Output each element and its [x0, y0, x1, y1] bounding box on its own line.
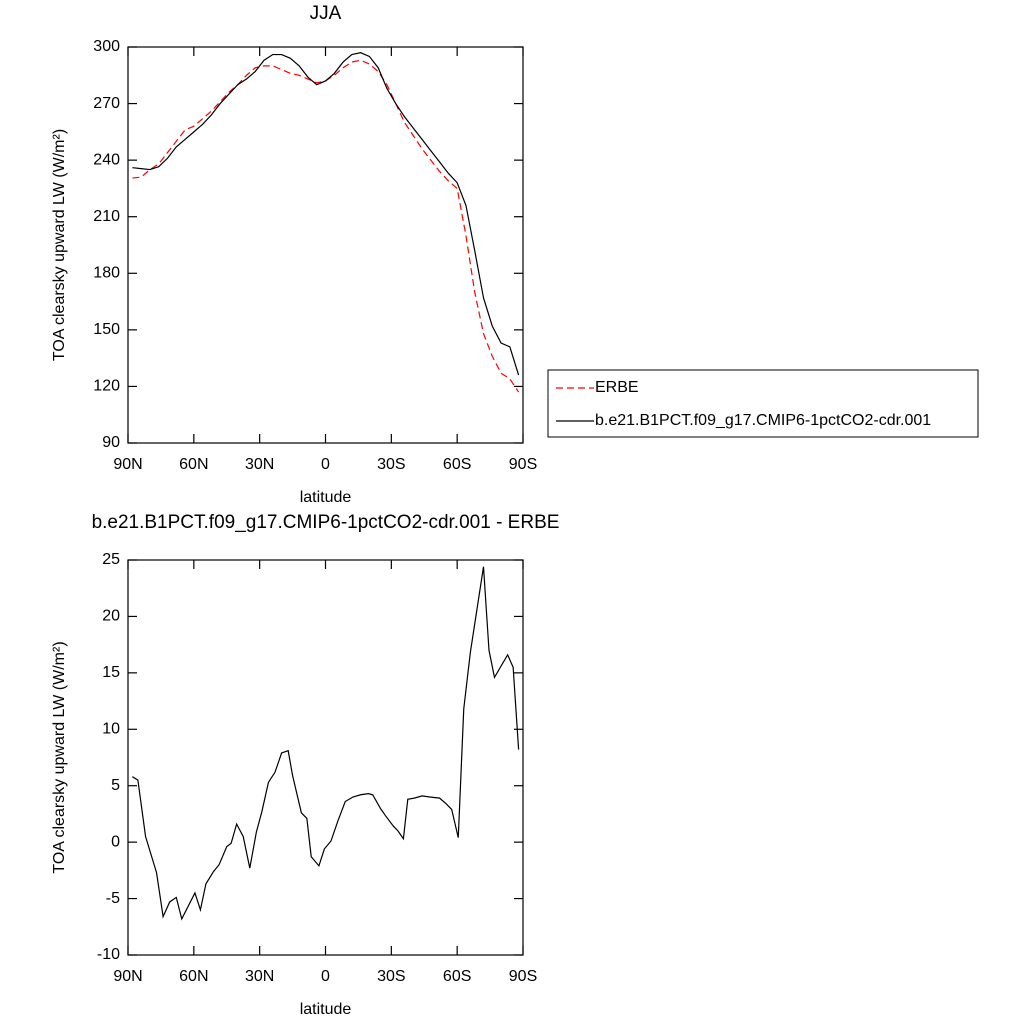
x-tick-label: 90S: [509, 456, 537, 473]
y-tick-label: 120: [93, 378, 120, 395]
y-tick-label: -10: [97, 946, 120, 963]
x-tick-label: 30N: [245, 456, 274, 473]
x-tick-label: 30S: [377, 456, 405, 473]
x-axis-label: latitude: [300, 1001, 352, 1018]
x-tick-label: 90N: [113, 968, 142, 985]
y-axis-label: TOA clearsky upward LW (W/m²): [51, 129, 68, 361]
data-line: [132, 59, 520, 393]
y-tick-label: 150: [93, 321, 120, 338]
y-tick-label: 0: [111, 833, 120, 850]
legend-label: ERBE: [595, 379, 639, 396]
x-tick-label: 60N: [179, 456, 208, 473]
y-axis-label: TOA clearsky upward LW (W/m²): [51, 641, 68, 873]
x-tick-label: 90N: [113, 456, 142, 473]
y-tick-label: 15: [102, 664, 120, 681]
data-line: [132, 566, 520, 921]
x-tick-label: 60N: [179, 968, 208, 985]
legend-label: b.e21.B1PCT.f09_g17.CMIP6-1pctCO2-cdr.00…: [595, 412, 931, 429]
x-axis-label: latitude: [300, 489, 352, 506]
x-tick-label: 90S: [509, 968, 537, 985]
x-tick-label: 60S: [443, 968, 471, 985]
x-tick-label: 0: [321, 456, 330, 473]
plot-frame: [127, 46, 524, 444]
y-tick-label: -5: [106, 890, 120, 907]
y-tick-label: 180: [93, 265, 120, 282]
y-tick-label: 300: [93, 38, 120, 55]
y-tick-label: 90: [102, 434, 120, 451]
x-tick-label: 60S: [443, 456, 471, 473]
chart-title: JJA: [310, 3, 342, 24]
x-tick-label: 30N: [245, 968, 274, 985]
y-tick-label: 5: [111, 777, 120, 794]
plot-frame: [127, 559, 524, 956]
legend-box: [547, 369, 979, 438]
y-tick-label: 10: [102, 721, 120, 738]
chart-title: b.e21.B1PCT.f09_g17.CMIP6-1pctCO2-cdr.00…: [92, 512, 560, 533]
y-tick-label: 240: [93, 151, 120, 168]
x-tick-label: 0: [321, 968, 330, 985]
x-tick-label: 30S: [377, 968, 405, 985]
y-tick-label: 20: [102, 608, 120, 625]
y-tick-label: 25: [102, 551, 120, 568]
data-line: [132, 52, 520, 376]
y-tick-label: 210: [93, 208, 120, 225]
y-tick-label: 270: [93, 95, 120, 112]
